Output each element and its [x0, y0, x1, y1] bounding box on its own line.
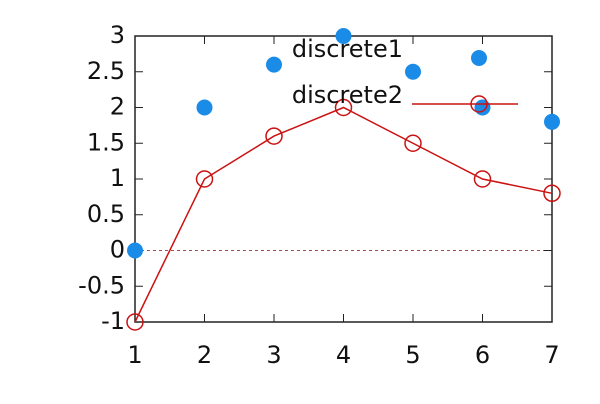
point [126, 313, 144, 331]
point [195, 170, 214, 188]
point [473, 170, 492, 188]
point [405, 63, 421, 80]
x-tick-label: 2 [197, 341, 212, 369]
point [265, 127, 283, 145]
y-tick-label: 3 [110, 21, 125, 49]
x-tick-label: 6 [475, 341, 490, 369]
point [543, 184, 561, 203]
y-tick-label: 0.5 [87, 200, 125, 228]
plot-border [134, 35, 553, 323]
point [196, 99, 213, 116]
x-tick-label: 3 [266, 341, 281, 369]
legend-label: discrete2 [292, 81, 403, 109]
point [474, 99, 491, 116]
y-tick-label: 0 [110, 236, 125, 264]
point [127, 242, 143, 259]
point [266, 56, 282, 73]
x-tick-label: 7 [544, 341, 559, 369]
y-tick-label: 2.5 [87, 57, 125, 85]
legend-symbol [471, 50, 487, 66]
y-tick-label: 1.5 [87, 128, 125, 156]
legend-label: discrete1 [292, 35, 403, 63]
x-tick-label: 4 [336, 341, 351, 369]
point [334, 98, 353, 117]
point [404, 134, 422, 152]
y-tick-label: 2 [110, 93, 125, 121]
line [134, 106, 553, 323]
point [544, 113, 560, 130]
y-tick-label: 1 [110, 164, 125, 192]
y-tick-label: -0.5 [78, 271, 125, 299]
x-tick-label: 1 [127, 341, 142, 369]
point [335, 28, 352, 44]
y-tick-label: -1 [101, 307, 125, 335]
legend-symbol [470, 95, 488, 113]
x-tick-label: 5 [405, 341, 420, 369]
